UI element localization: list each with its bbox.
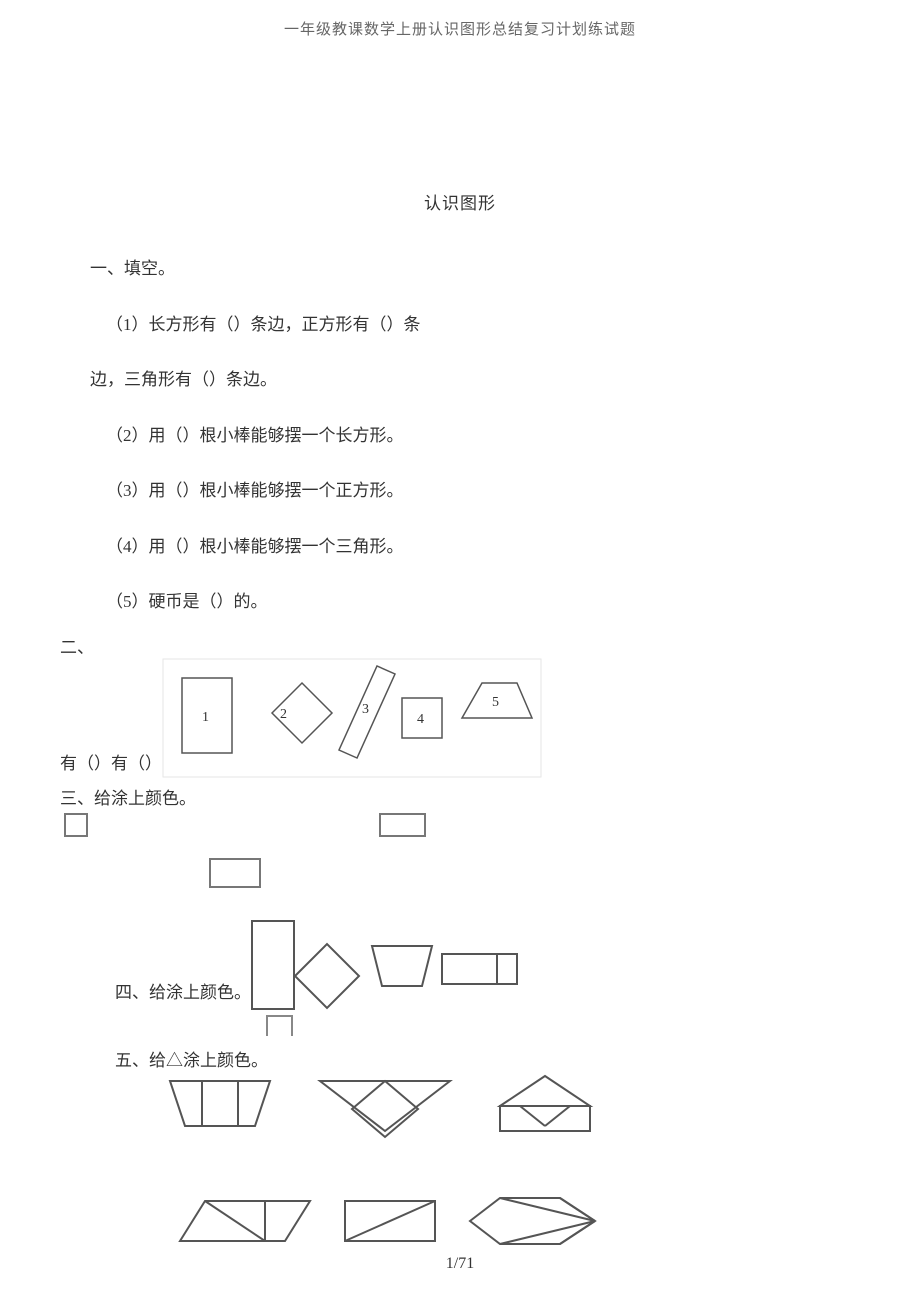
section-4-row: 四、给涂上颜色。 [115, 946, 920, 1036]
page-footer: 1/71 [0, 1255, 920, 1273]
section-3-heading: 三、给涂上颜色。 [60, 784, 920, 809]
section-1-heading: 一、填空。 [90, 256, 830, 282]
q2: （2）用（）根小棒能够摆一个长方形。 [106, 423, 830, 449]
section-2-text: 有（）有（） [60, 749, 162, 774]
svg-text:2: 2 [280, 707, 287, 722]
q1-line1: （1）长方形有（）条边，正方形有（）条 [106, 312, 830, 338]
q5: （5）硬币是（）的。 [106, 589, 830, 615]
svg-text:5: 5 [492, 695, 499, 710]
page-title: 认识图形 [0, 189, 920, 214]
section-5-figure-1 [150, 1071, 630, 1151]
svg-text:1: 1 [202, 710, 209, 725]
svg-text:4: 4 [417, 712, 424, 727]
page-header: 一年级教课数学上册认识图形总结复习计划练试题 [0, 18, 920, 39]
q4: （4）用（）根小棒能够摆一个三角形。 [106, 534, 830, 560]
content-block: 一、填空。 （1）长方形有（）条边，正方形有（）条 边，三角形有（）条边。 （2… [90, 256, 830, 615]
page: 一年级教课数学上册认识图形总结复习计划练试题 认识图形 一、填空。 （1）长方形… [0, 0, 920, 1303]
section-2-row: 有（）有（） 1 2 3 4 5 [60, 658, 920, 778]
q3: （3）用（）根小棒能够摆一个正方形。 [106, 478, 830, 504]
q1-line2: 边，三角形有（）条边。 [90, 367, 830, 393]
section-2-heading: 二、 [60, 633, 920, 658]
svg-text:3: 3 [362, 702, 369, 717]
section-4-figure [207, 916, 527, 1036]
section-5-heading: 五、给△涂上颜色。 [115, 1046, 920, 1071]
section-3-figure [60, 809, 560, 929]
section-2-figure: 1 2 3 4 5 [162, 658, 542, 778]
section-5-figure-2 [150, 1186, 630, 1266]
